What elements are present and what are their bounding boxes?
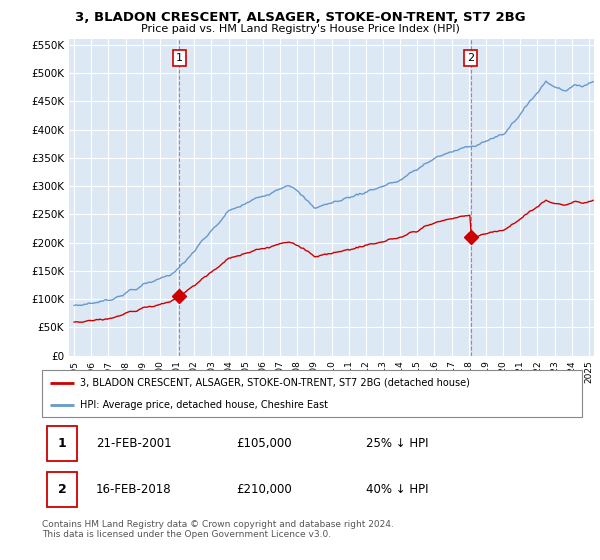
Text: £105,000: £105,000 xyxy=(236,437,292,450)
Text: 2: 2 xyxy=(467,53,475,63)
Text: 2: 2 xyxy=(58,483,67,496)
Text: 25% ↓ HPI: 25% ↓ HPI xyxy=(366,437,428,450)
Text: £210,000: £210,000 xyxy=(236,483,292,496)
Text: HPI: Average price, detached house, Cheshire East: HPI: Average price, detached house, Ches… xyxy=(80,400,328,410)
Text: 16-FEB-2018: 16-FEB-2018 xyxy=(96,483,172,496)
Text: 21-FEB-2001: 21-FEB-2001 xyxy=(96,437,172,450)
FancyBboxPatch shape xyxy=(47,426,77,461)
Text: 3, BLADON CRESCENT, ALSAGER, STOKE-ON-TRENT, ST7 2BG (detached house): 3, BLADON CRESCENT, ALSAGER, STOKE-ON-TR… xyxy=(80,378,470,388)
Text: Price paid vs. HM Land Registry's House Price Index (HPI): Price paid vs. HM Land Registry's House … xyxy=(140,24,460,34)
Text: 3, BLADON CRESCENT, ALSAGER, STOKE-ON-TRENT, ST7 2BG: 3, BLADON CRESCENT, ALSAGER, STOKE-ON-TR… xyxy=(74,11,526,24)
Text: Contains HM Land Registry data © Crown copyright and database right 2024.
This d: Contains HM Land Registry data © Crown c… xyxy=(42,520,394,539)
FancyBboxPatch shape xyxy=(47,472,77,507)
Text: 1: 1 xyxy=(58,437,67,450)
Text: 1: 1 xyxy=(176,53,183,63)
Text: 40% ↓ HPI: 40% ↓ HPI xyxy=(366,483,428,496)
